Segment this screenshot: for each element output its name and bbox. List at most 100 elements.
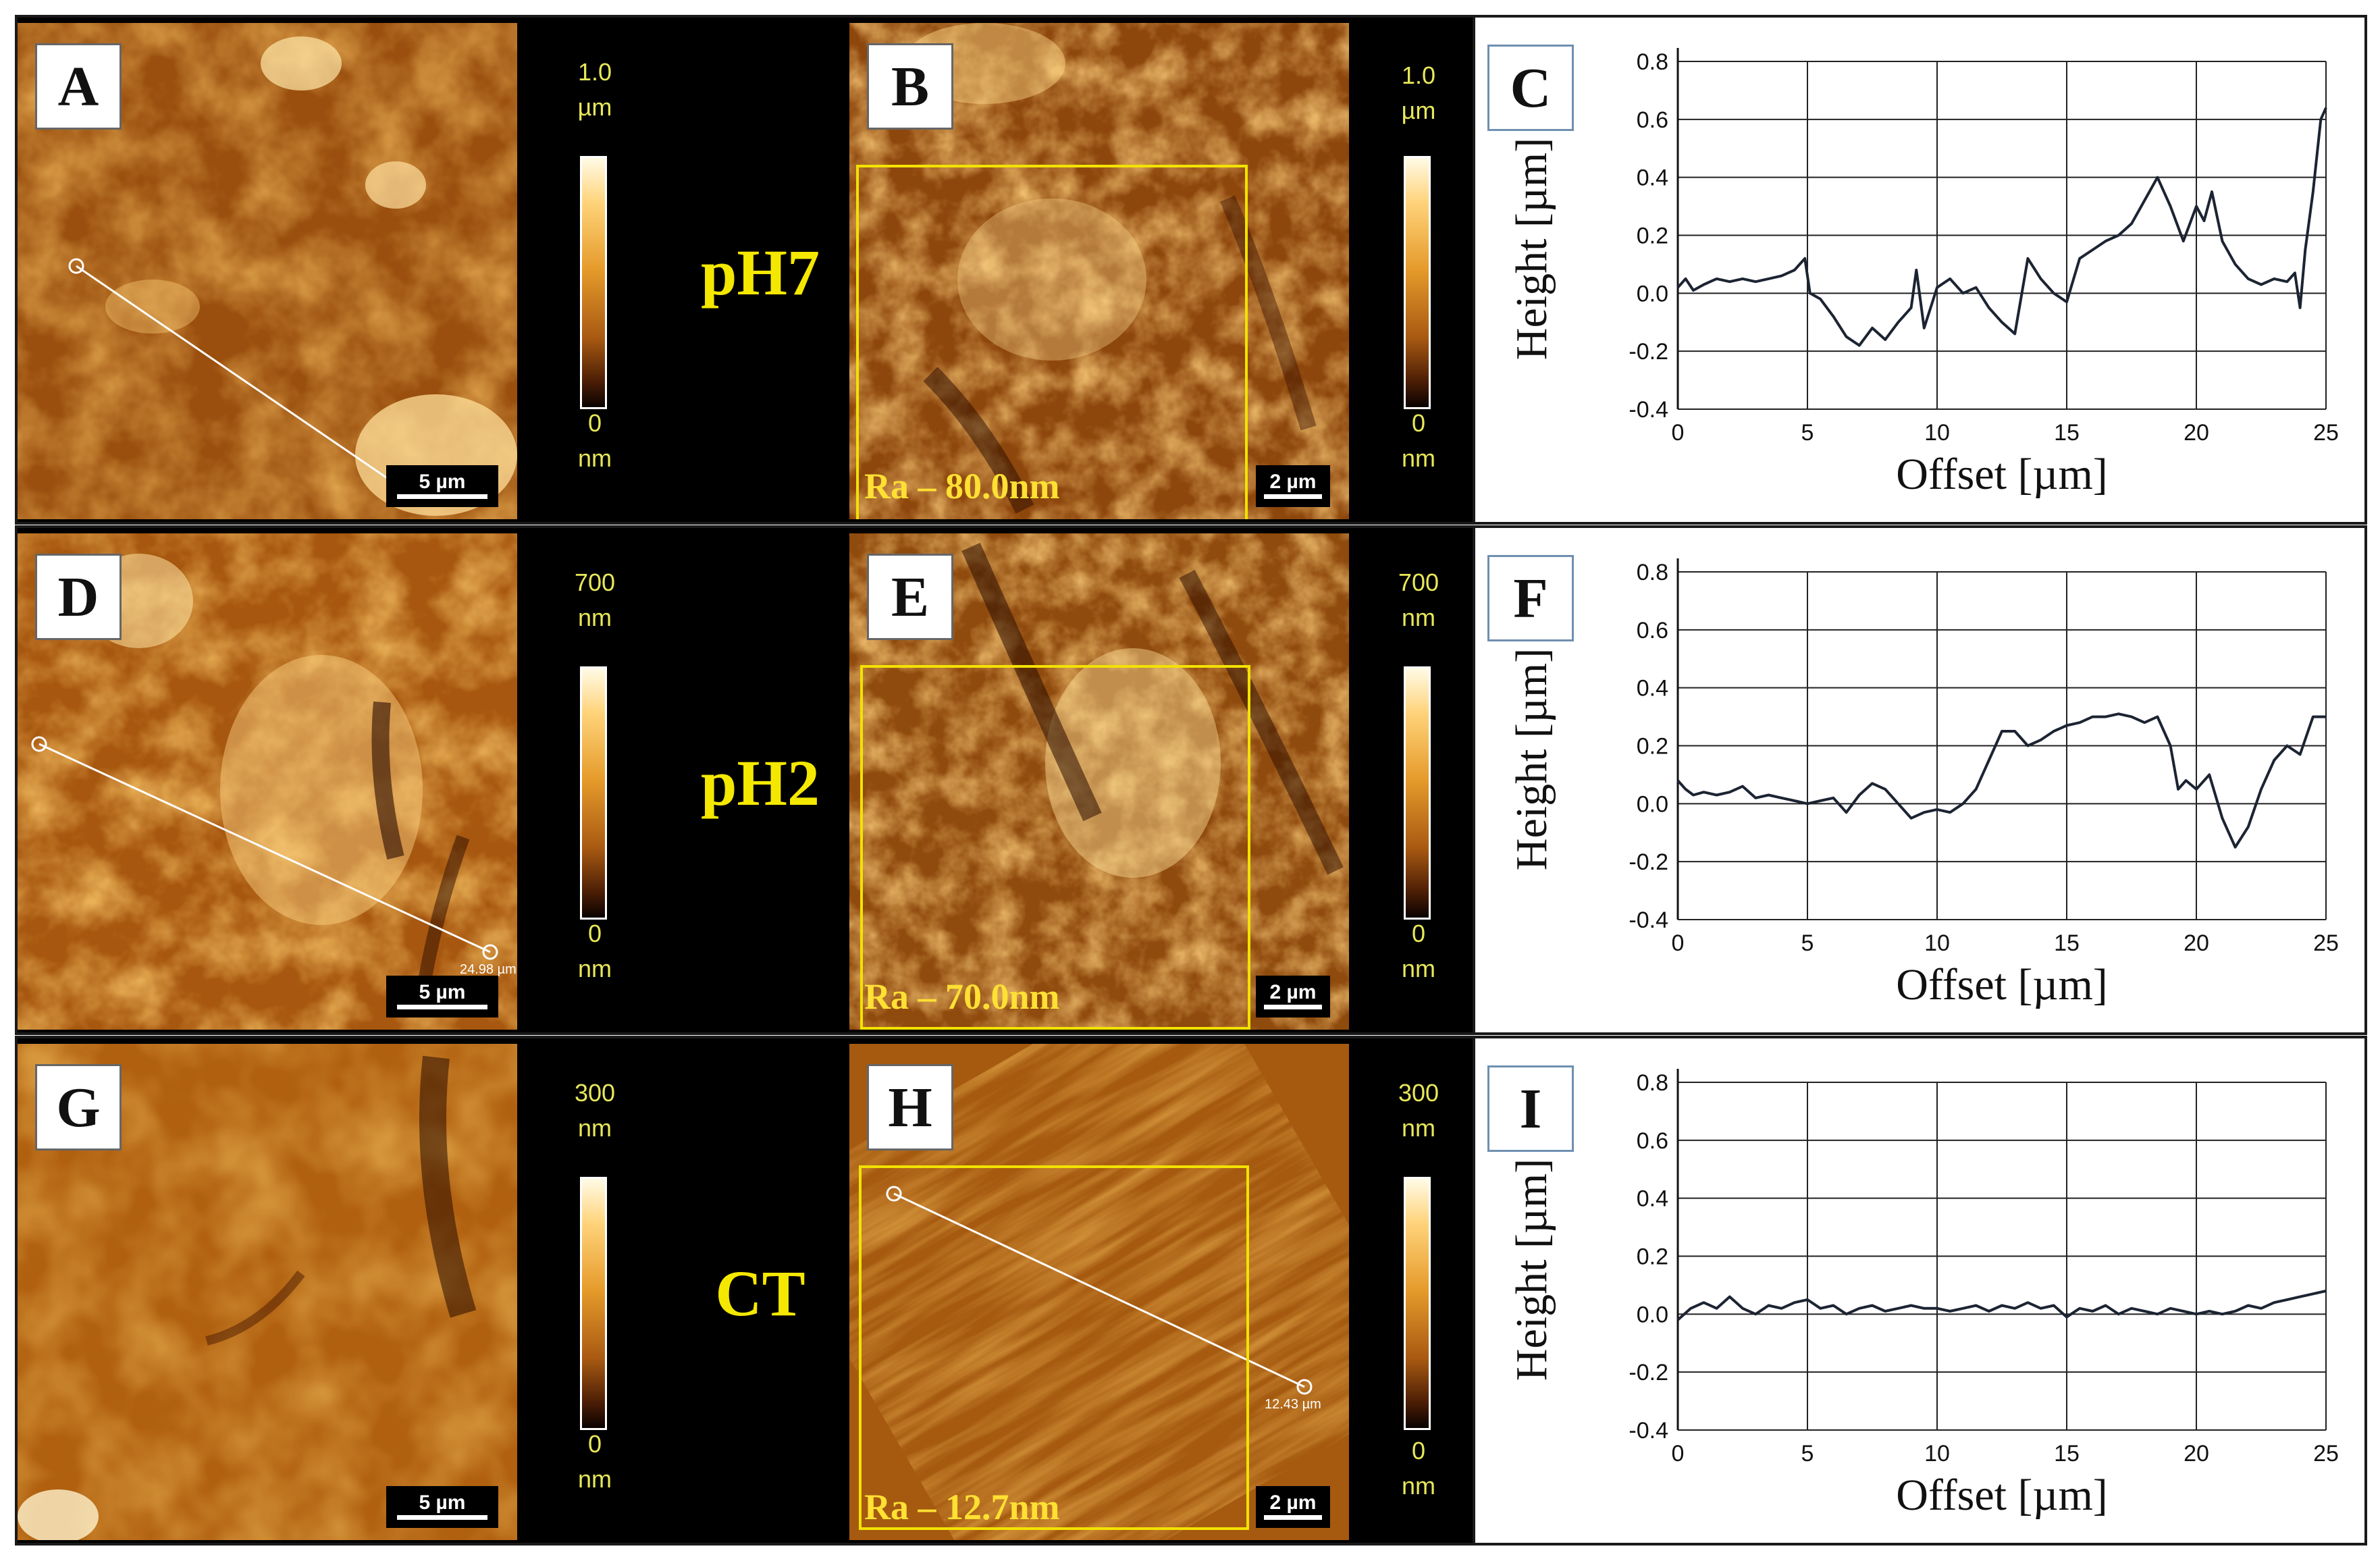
panel-label-a: A bbox=[35, 43, 122, 130]
height-profile-chart-f: 0.8 0.6 0.4 0.2 0.0 -0.2 -0.40 5 10 15 20 25 Offset … bbox=[1507, 558, 2339, 1009]
condition-label-ph2: pH2 bbox=[700, 747, 820, 819]
scale-bar-line bbox=[397, 494, 487, 499]
y-tick-label: 0.4 bbox=[1637, 165, 1668, 191]
y-axis-label: Height [µm] bbox=[1507, 138, 1556, 360]
colorbar-max-unit: nm bbox=[577, 604, 612, 631]
row-ct: G 5 µm 300 nm 0 nm CT 12.43 µm bbox=[15, 1036, 2367, 1548]
colorbar-gradient bbox=[580, 1177, 607, 1430]
x-axis-label: Offset [µm] bbox=[1896, 450, 2108, 499]
colorbar-min-value: 0 bbox=[1411, 1437, 1426, 1464]
colorbar-d: 700 nm 0 nm bbox=[551, 528, 639, 1038]
line-start-marker bbox=[68, 258, 84, 274]
scale-bar-label: 2 µm bbox=[1269, 981, 1317, 1003]
y-tick-label: 0.6 bbox=[1637, 1128, 1668, 1154]
panel-label-b: B bbox=[867, 43, 953, 130]
colorbar-min-value: 0 bbox=[587, 409, 602, 437]
colorbar-max-value: 700 bbox=[1398, 569, 1439, 596]
colorbar-a: 1.0 µm 0 nm bbox=[551, 18, 639, 527]
line-length-label: 12.43 µm bbox=[1265, 1397, 1321, 1412]
scale-bar-g: 5 µm bbox=[386, 1486, 498, 1528]
x-tick-label: 10 bbox=[1924, 420, 1950, 446]
profile-line-d bbox=[38, 743, 491, 953]
height-profile-chart-i: 0.8 0.6 0.4 0.2 0.0 -0.2 -0.40 5 10 15 20 25 Offset … bbox=[1507, 1069, 2339, 1520]
profile-line-a bbox=[76, 265, 423, 504]
scale-bar-label: 5 µm bbox=[419, 471, 466, 493]
height-profile-c: 0.8 0.6 0.4 0.2 0.0 -0.2 -0.4 0 5 10 15 20 25 Offset … bbox=[1473, 15, 2367, 525]
colorbar-max-value: 300 bbox=[574, 1079, 616, 1107]
colorbar-e: 700 nm 0 nm bbox=[1375, 528, 1462, 1038]
y-tick-label: -0.2 bbox=[1629, 339, 1668, 365]
colorbar-min-value: 0 bbox=[1411, 920, 1426, 947]
y-tick-label: 0.8 bbox=[1637, 560, 1668, 585]
colorbar-gradient bbox=[1404, 156, 1431, 409]
profile-series-line bbox=[1676, 1290, 2327, 1321]
line-length-label: 24.98 µm bbox=[460, 962, 517, 977]
colorbar-min-unit: nm bbox=[1401, 444, 1435, 472]
scale-bar-label: 5 µm bbox=[419, 981, 466, 1003]
scale-bar-a: 5 µm bbox=[386, 465, 498, 507]
x-tick-label: 0 bbox=[1672, 1441, 1685, 1466]
x-tick-label: 25 bbox=[2313, 1441, 2339, 1466]
scale-bar-d: 5 µm bbox=[386, 976, 498, 1018]
colorbar-gradient bbox=[1404, 1177, 1431, 1430]
colorbar-max-unit: µm bbox=[577, 93, 612, 121]
scale-bar-b: 2 µm bbox=[1256, 465, 1330, 507]
roi-box-h bbox=[859, 1165, 1249, 1530]
scale-bar-h: 2 µm bbox=[1256, 1486, 1330, 1528]
afm-image-b: B Ra – 80.0nm 2 µm bbox=[849, 23, 1349, 519]
scale-bar-line bbox=[1264, 494, 1322, 499]
colorbar-min-unit: nm bbox=[1401, 1472, 1435, 1500]
line-end-marker bbox=[482, 944, 498, 960]
afm-image-g: G 5 µm bbox=[18, 1044, 517, 1540]
afm-image-d: 24.98 µm D 5 µm bbox=[18, 533, 517, 1030]
x-tick-label: 0 bbox=[1672, 930, 1685, 956]
colorbar-gradient bbox=[580, 666, 607, 920]
panel-label-f: F bbox=[1487, 555, 1574, 641]
y-tick-label: 0.0 bbox=[1637, 791, 1668, 817]
y-axis-label: Height [µm] bbox=[1507, 648, 1556, 870]
colorbar-max-value: 700 bbox=[574, 569, 616, 596]
y-tick-label: -0.4 bbox=[1629, 907, 1668, 933]
colorbar-max-value: 1.0 bbox=[1401, 61, 1436, 89]
colorbar-min-value: 0 bbox=[1411, 409, 1426, 437]
roi-box-b bbox=[856, 165, 1248, 519]
y-tick-label: 0.4 bbox=[1637, 676, 1668, 702]
colorbar-h: 300 nm 0 nm bbox=[1375, 1038, 1462, 1548]
y-tick-label: 0.8 bbox=[1637, 1070, 1668, 1096]
y-tick-label: 0.0 bbox=[1637, 281, 1668, 307]
y-tick-label: -0.4 bbox=[1629, 1418, 1668, 1444]
scale-bar-e: 2 µm bbox=[1256, 976, 1330, 1018]
colorbar-max-unit: nm bbox=[577, 1114, 612, 1142]
scale-bar-label: 5 µm bbox=[419, 1491, 466, 1514]
colorbar-min-unit: nm bbox=[577, 1465, 612, 1493]
line-start-marker bbox=[886, 1186, 902, 1202]
profile-line-h bbox=[893, 1192, 1305, 1388]
x-tick-label: 5 bbox=[1801, 930, 1814, 956]
row-ph7: A 5 µm 1.0 µm 0 nm pH7 B bbox=[15, 15, 2367, 527]
y-axis-label: Height [µm] bbox=[1507, 1159, 1556, 1381]
x-tick-label: 10 bbox=[1924, 930, 1950, 956]
panel-label-h: H bbox=[867, 1064, 953, 1151]
x-tick-label: 20 bbox=[2184, 1441, 2209, 1466]
x-axis-label: Offset [µm] bbox=[1896, 1471, 2108, 1520]
roughness-value-e: Ra – 70.0nm bbox=[864, 976, 1060, 1017]
y-tick-label: -0.2 bbox=[1629, 849, 1668, 875]
y-tick-label: -0.2 bbox=[1629, 1360, 1668, 1385]
colorbar-b: 1.0 µm 0 nm bbox=[1375, 18, 1462, 527]
colorbar-max-unit: nm bbox=[1401, 1114, 1435, 1142]
x-tick-label: 0 bbox=[1672, 420, 1685, 446]
y-tick-label: 0.8 bbox=[1637, 49, 1668, 75]
afm-image-a: A 5 µm bbox=[18, 23, 517, 519]
colorbar-max-unit: nm bbox=[1401, 604, 1435, 631]
x-axis-label: Offset [µm] bbox=[1896, 960, 2108, 1009]
panel-label-i: I bbox=[1487, 1065, 1574, 1152]
panel-label-g: G bbox=[35, 1064, 122, 1151]
y-tick-label: 0.6 bbox=[1637, 107, 1668, 133]
scale-bar-line bbox=[1264, 1005, 1322, 1009]
x-tick-label: 5 bbox=[1801, 420, 1814, 446]
x-tick-label: 25 bbox=[2313, 420, 2339, 446]
x-tick-label: 15 bbox=[2054, 930, 2080, 956]
scale-bar-label: 2 µm bbox=[1269, 471, 1317, 493]
line-end-marker bbox=[1296, 1379, 1313, 1395]
y-tick-label: 0.2 bbox=[1637, 734, 1668, 760]
